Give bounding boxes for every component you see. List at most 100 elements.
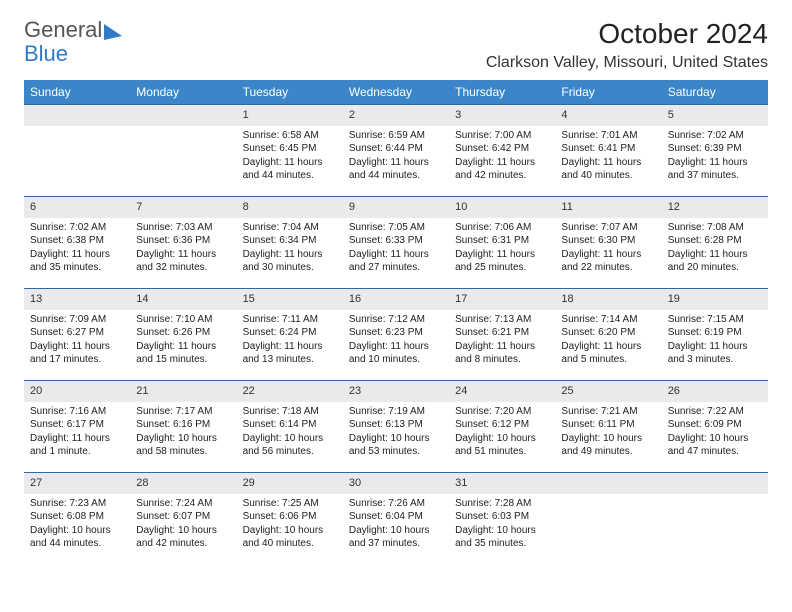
sunrise-line: Sunrise: 6:58 AM <box>243 129 337 143</box>
sunset-line: Sunset: 6:38 PM <box>30 234 124 248</box>
sunset-line: Sunset: 6:26 PM <box>136 326 230 340</box>
day-content: Sunrise: 7:18 AMSunset: 6:14 PMDaylight:… <box>237 402 343 463</box>
day-content: Sunrise: 7:15 AMSunset: 6:19 PMDaylight:… <box>662 310 768 371</box>
daylight-line: Daylight: 11 hours and 20 minutes. <box>668 248 762 275</box>
calendar-day-cell: 17Sunrise: 7:13 AMSunset: 6:21 PMDayligh… <box>449 288 555 380</box>
sunrise-line: Sunrise: 7:19 AM <box>349 405 443 419</box>
sunrise-line: Sunrise: 7:14 AM <box>561 313 655 327</box>
day-content: Sunrise: 7:03 AMSunset: 6:36 PMDaylight:… <box>130 218 236 279</box>
day-number-bar: 8 <box>237 196 343 218</box>
sunset-line: Sunset: 6:17 PM <box>30 418 124 432</box>
sunset-line: Sunset: 6:23 PM <box>349 326 443 340</box>
calendar-day-cell: 5Sunrise: 7:02 AMSunset: 6:39 PMDaylight… <box>662 104 768 196</box>
day-content: Sunrise: 7:13 AMSunset: 6:21 PMDaylight:… <box>449 310 555 371</box>
day-number-bar: 29 <box>237 472 343 494</box>
calendar-week-row: 13Sunrise: 7:09 AMSunset: 6:27 PMDayligh… <box>24 288 768 380</box>
daylight-line: Daylight: 11 hours and 13 minutes. <box>243 340 337 367</box>
day-number-bar: 14 <box>130 288 236 310</box>
sunrise-line: Sunrise: 7:03 AM <box>136 221 230 235</box>
day-content: Sunrise: 7:23 AMSunset: 6:08 PMDaylight:… <box>24 494 130 555</box>
day-number-bar: 2 <box>343 104 449 126</box>
brand-part2: Blue <box>24 42 122 66</box>
sunset-line: Sunset: 6:19 PM <box>668 326 762 340</box>
location-text: Clarkson Valley, Missouri, United States <box>486 54 768 72</box>
calendar-day-cell: 25Sunrise: 7:21 AMSunset: 6:11 PMDayligh… <box>555 380 661 472</box>
calendar-day-cell: 27Sunrise: 7:23 AMSunset: 6:08 PMDayligh… <box>24 472 130 568</box>
day-content: Sunrise: 6:58 AMSunset: 6:45 PMDaylight:… <box>237 126 343 187</box>
sunrise-line: Sunrise: 7:16 AM <box>30 405 124 419</box>
calendar-body: 1Sunrise: 6:58 AMSunset: 6:45 PMDaylight… <box>24 104 768 568</box>
calendar-day-cell: 28Sunrise: 7:24 AMSunset: 6:07 PMDayligh… <box>130 472 236 568</box>
day-number-bar: 16 <box>343 288 449 310</box>
sunset-line: Sunset: 6:42 PM <box>455 142 549 156</box>
day-number-bar: 15 <box>237 288 343 310</box>
sunrise-line: Sunrise: 7:26 AM <box>349 497 443 511</box>
weekday-header: Monday <box>130 80 236 104</box>
daylight-line: Daylight: 11 hours and 35 minutes. <box>30 248 124 275</box>
day-number-bar: 19 <box>662 288 768 310</box>
day-content: Sunrise: 7:12 AMSunset: 6:23 PMDaylight:… <box>343 310 449 371</box>
day-content: Sunrise: 7:21 AMSunset: 6:11 PMDaylight:… <box>555 402 661 463</box>
calendar-day-cell <box>24 104 130 196</box>
sunset-line: Sunset: 6:04 PM <box>349 510 443 524</box>
sunrise-line: Sunrise: 7:02 AM <box>30 221 124 235</box>
calendar-day-cell: 3Sunrise: 7:00 AMSunset: 6:42 PMDaylight… <box>449 104 555 196</box>
day-content: Sunrise: 7:02 AMSunset: 6:38 PMDaylight:… <box>24 218 130 279</box>
sunset-line: Sunset: 6:11 PM <box>561 418 655 432</box>
day-number-bar: 25 <box>555 380 661 402</box>
daylight-line: Daylight: 11 hours and 37 minutes. <box>668 156 762 183</box>
weekday-header: Wednesday <box>343 80 449 104</box>
sunset-line: Sunset: 6:24 PM <box>243 326 337 340</box>
day-content <box>24 126 130 186</box>
day-number-bar: 27 <box>24 472 130 494</box>
sunrise-line: Sunrise: 6:59 AM <box>349 129 443 143</box>
daylight-line: Daylight: 11 hours and 40 minutes. <box>561 156 655 183</box>
sunrise-line: Sunrise: 7:21 AM <box>561 405 655 419</box>
day-content: Sunrise: 7:07 AMSunset: 6:30 PMDaylight:… <box>555 218 661 279</box>
day-content: Sunrise: 7:11 AMSunset: 6:24 PMDaylight:… <box>237 310 343 371</box>
sunrise-line: Sunrise: 7:28 AM <box>455 497 549 511</box>
sunrise-line: Sunrise: 7:00 AM <box>455 129 549 143</box>
sunset-line: Sunset: 6:30 PM <box>561 234 655 248</box>
calendar-day-cell: 9Sunrise: 7:05 AMSunset: 6:33 PMDaylight… <box>343 196 449 288</box>
daylight-line: Daylight: 10 hours and 35 minutes. <box>455 524 549 551</box>
calendar-day-cell: 11Sunrise: 7:07 AMSunset: 6:30 PMDayligh… <box>555 196 661 288</box>
daylight-line: Daylight: 10 hours and 56 minutes. <box>243 432 337 459</box>
sunset-line: Sunset: 6:12 PM <box>455 418 549 432</box>
day-content: Sunrise: 7:14 AMSunset: 6:20 PMDaylight:… <box>555 310 661 371</box>
daylight-line: Daylight: 10 hours and 49 minutes. <box>561 432 655 459</box>
day-number-bar <box>24 104 130 126</box>
calendar-week-row: 6Sunrise: 7:02 AMSunset: 6:38 PMDaylight… <box>24 196 768 288</box>
sunset-line: Sunset: 6:14 PM <box>243 418 337 432</box>
calendar-day-cell: 8Sunrise: 7:04 AMSunset: 6:34 PMDaylight… <box>237 196 343 288</box>
day-content <box>555 494 661 554</box>
sunset-line: Sunset: 6:09 PM <box>668 418 762 432</box>
day-content: Sunrise: 7:28 AMSunset: 6:03 PMDaylight:… <box>449 494 555 555</box>
daylight-line: Daylight: 10 hours and 40 minutes. <box>243 524 337 551</box>
daylight-line: Daylight: 11 hours and 1 minute. <box>30 432 124 459</box>
day-number-bar <box>555 472 661 494</box>
day-number-bar: 9 <box>343 196 449 218</box>
calendar-day-cell: 26Sunrise: 7:22 AMSunset: 6:09 PMDayligh… <box>662 380 768 472</box>
sunset-line: Sunset: 6:34 PM <box>243 234 337 248</box>
title-block: October 2024 Clarkson Valley, Missouri, … <box>486 18 768 72</box>
sunrise-line: Sunrise: 7:22 AM <box>668 405 762 419</box>
day-content <box>662 494 768 554</box>
calendar-day-cell: 23Sunrise: 7:19 AMSunset: 6:13 PMDayligh… <box>343 380 449 472</box>
day-content: Sunrise: 7:08 AMSunset: 6:28 PMDaylight:… <box>662 218 768 279</box>
day-content: Sunrise: 7:01 AMSunset: 6:41 PMDaylight:… <box>555 126 661 187</box>
calendar-day-cell: 14Sunrise: 7:10 AMSunset: 6:26 PMDayligh… <box>130 288 236 380</box>
day-number-bar: 23 <box>343 380 449 402</box>
day-number-bar: 4 <box>555 104 661 126</box>
daylight-line: Daylight: 11 hours and 8 minutes. <box>455 340 549 367</box>
sunset-line: Sunset: 6:08 PM <box>30 510 124 524</box>
day-number-bar: 3 <box>449 104 555 126</box>
sunset-line: Sunset: 6:06 PM <box>243 510 337 524</box>
day-number-bar: 10 <box>449 196 555 218</box>
calendar-day-cell: 31Sunrise: 7:28 AMSunset: 6:03 PMDayligh… <box>449 472 555 568</box>
day-number-bar: 6 <box>24 196 130 218</box>
weekday-header: Friday <box>555 80 661 104</box>
calendar-day-cell: 4Sunrise: 7:01 AMSunset: 6:41 PMDaylight… <box>555 104 661 196</box>
weekday-header: Sunday <box>24 80 130 104</box>
daylight-line: Daylight: 11 hours and 5 minutes. <box>561 340 655 367</box>
